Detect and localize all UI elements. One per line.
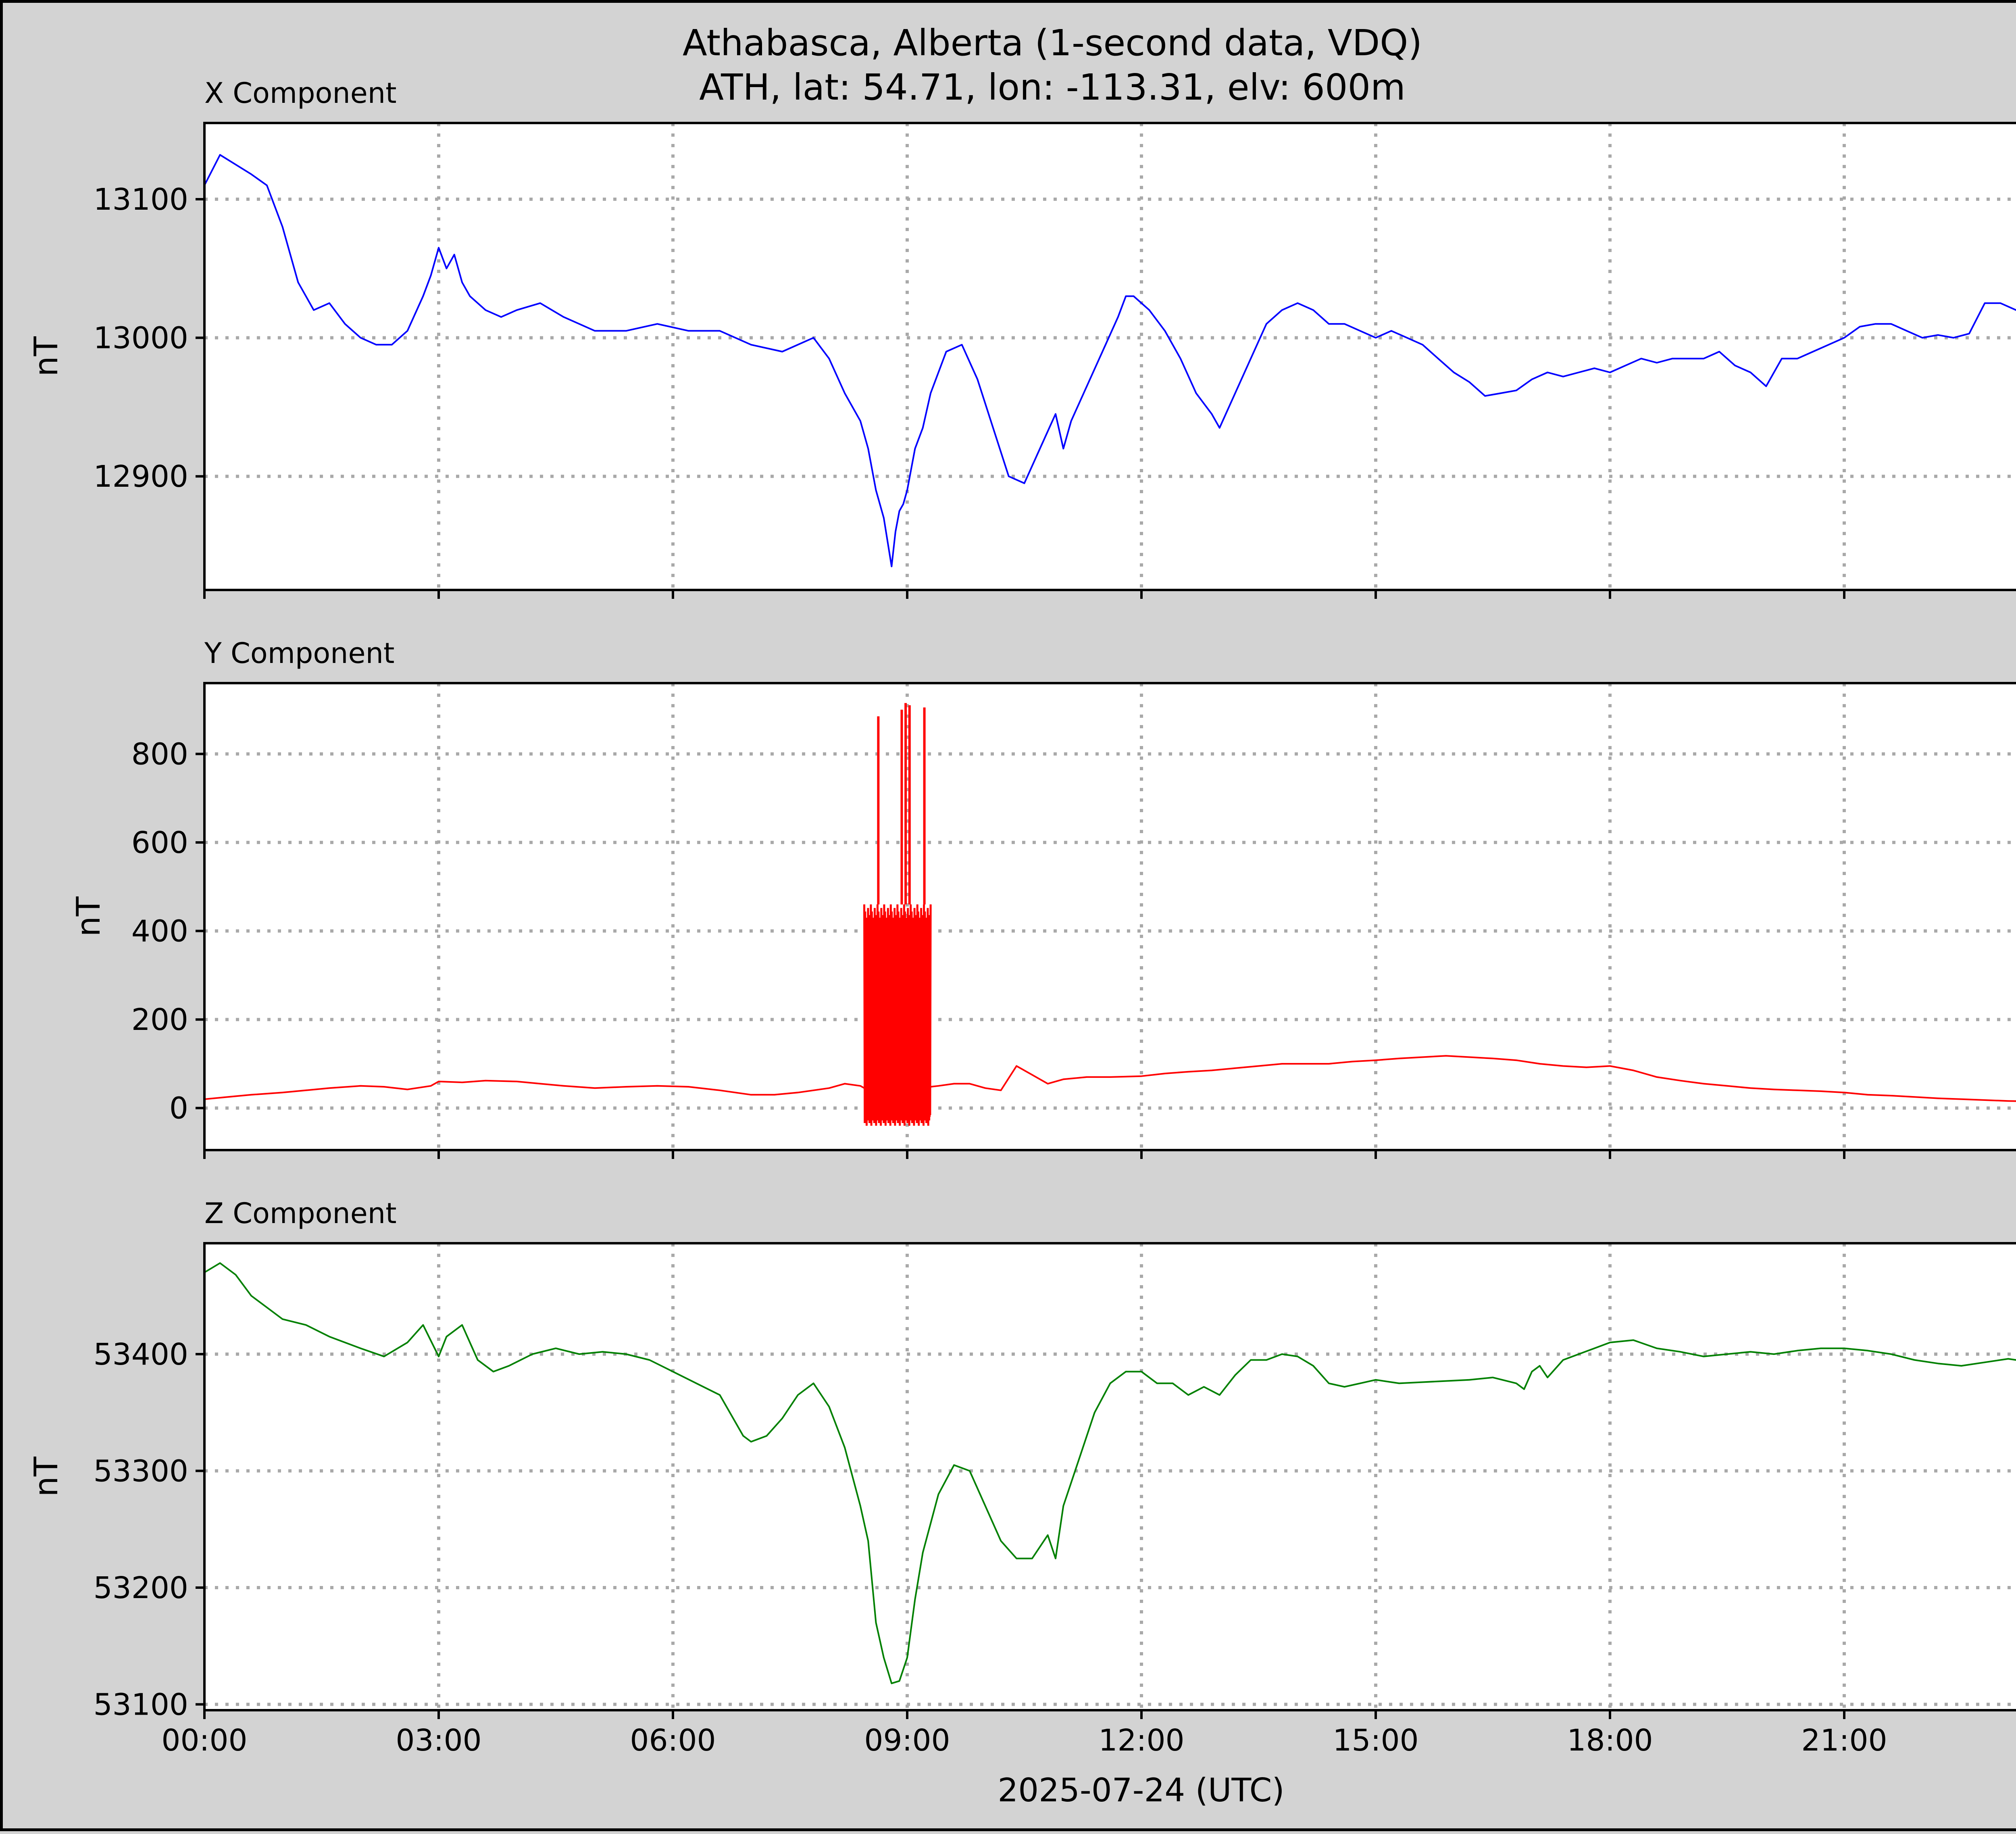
y-tick-label: 53400: [94, 1337, 188, 1372]
burst-fill: [864, 918, 931, 1117]
x-tick-label: 18:00: [1567, 1723, 1653, 1758]
panel-title: X Component: [204, 77, 397, 110]
x-tick-label: 21:00: [1801, 1723, 1887, 1758]
y-tick-label: 53100: [94, 1688, 188, 1722]
panel-2: Y Component 0 200 400 600 800 nT: [70, 637, 2016, 1159]
panel-title: Y Component: [204, 637, 394, 670]
panel-title: Z Component: [204, 1197, 397, 1230]
x-tick-label: 00:00: [161, 1723, 247, 1758]
chart-title: Athabasca, Alberta (1-second data, VDQ): [683, 22, 1422, 64]
x-tick-label: 06:00: [630, 1723, 716, 1758]
y-tick-label: 53300: [94, 1454, 188, 1489]
y-tick-label: 0: [169, 1091, 188, 1126]
y-tick-label: 12900: [94, 459, 188, 494]
y-axis-label: nT: [70, 896, 107, 937]
plot-area: [204, 1243, 2016, 1710]
y-tick-label: 800: [131, 737, 188, 772]
panel-1: X Component 12900 13000 13100 nT: [27, 77, 2016, 599]
y-tick-label: 400: [131, 914, 188, 949]
x-axis-label: 2025-07-24 (UTC): [998, 1771, 1284, 1809]
y-tick-label: 53200: [94, 1571, 188, 1605]
y-tick-label: 13000: [94, 321, 188, 356]
y-axis-label: nT: [27, 1456, 65, 1497]
panel-3: Z Component 53100 53200 53300 53400 nT: [27, 1197, 2016, 1722]
plot-area: [204, 123, 2016, 590]
magnetometer-chart: Athabasca, Alberta (1-second data, VDQ) …: [3, 3, 2016, 1834]
x-tick-label: 15:00: [1333, 1723, 1418, 1758]
x-tick-label: 09:00: [864, 1723, 950, 1758]
x-tick-label: 12:00: [1098, 1723, 1184, 1758]
y-axis-label: nT: [27, 336, 65, 377]
y-tick-label: 200: [131, 1002, 188, 1037]
y-tick-label: 600: [131, 825, 188, 860]
y-tick-label: 13100: [94, 182, 188, 217]
chart-subtitle: ATH, lat: 54.71, lon: -113.31, elv: 600m: [699, 66, 1406, 108]
plot-area: [204, 683, 2016, 1150]
x-tick-label: 03:00: [396, 1723, 481, 1758]
